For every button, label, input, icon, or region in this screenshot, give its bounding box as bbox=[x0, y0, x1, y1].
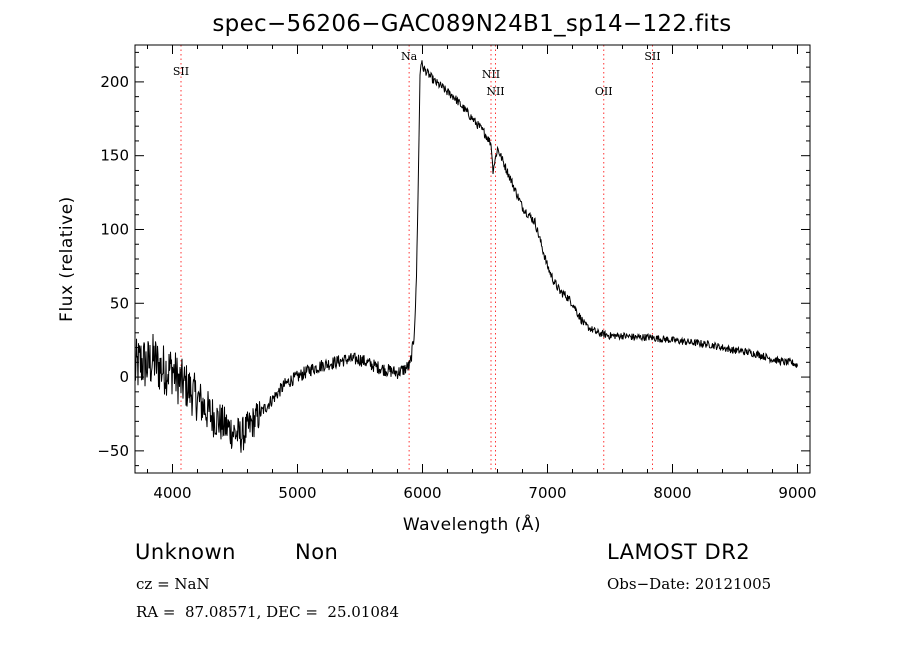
x-tick-label: 4000 bbox=[153, 484, 191, 502]
spectrum-series bbox=[134, 60, 798, 453]
y-tick-label: 100 bbox=[100, 220, 129, 238]
line-label: Na bbox=[401, 50, 418, 63]
x-tick-label: 9000 bbox=[778, 484, 816, 502]
x-tick-label: 5000 bbox=[278, 484, 316, 502]
coordinates: RA = 87.08571, DEC = 25.01084 bbox=[136, 603, 400, 621]
y-axis-label: Flux (relative) bbox=[57, 196, 77, 322]
line-label: SII bbox=[644, 50, 660, 63]
spectrum-line bbox=[134, 60, 798, 453]
y-tick-label: −50 bbox=[97, 442, 129, 460]
y-tick-label: 150 bbox=[100, 147, 129, 165]
line-markers: SII Na NII NII OII SII bbox=[173, 45, 661, 473]
spectral-subclass: Non bbox=[295, 540, 339, 564]
y-tick-label: 50 bbox=[110, 294, 129, 312]
y-tick-label: 200 bbox=[100, 73, 129, 91]
survey-name: LAMOST DR2 bbox=[607, 540, 751, 564]
x-tick-label: 6000 bbox=[403, 484, 441, 502]
x-tick-label: 7000 bbox=[528, 484, 566, 502]
line-label: NII bbox=[482, 68, 500, 81]
line-label: OII bbox=[595, 85, 613, 98]
x-axis: 4000 5000 6000 7000 8000 9000 bbox=[147, 45, 817, 502]
spectral-class: Unknown bbox=[135, 540, 236, 564]
plot-frame bbox=[134, 44, 811, 474]
redshift-value: cz = NaN bbox=[136, 575, 210, 593]
chart-title: spec−56206−GAC089N24B1_sp14−122.fits bbox=[212, 11, 731, 37]
obs-date: Obs−Date: 20121005 bbox=[607, 575, 772, 593]
x-tick-label: 8000 bbox=[653, 484, 691, 502]
line-label: NII bbox=[486, 85, 504, 98]
y-tick-label: 0 bbox=[119, 368, 129, 386]
y-axis: −50 0 50 100 150 200 bbox=[97, 51, 810, 467]
line-label: SII bbox=[173, 65, 189, 78]
x-axis-label: Wavelength (Å) bbox=[403, 513, 541, 535]
